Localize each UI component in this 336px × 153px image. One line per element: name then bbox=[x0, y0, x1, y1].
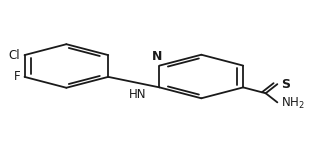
Text: Cl: Cl bbox=[8, 49, 19, 62]
Text: N: N bbox=[152, 50, 162, 63]
Text: NH$_2$: NH$_2$ bbox=[281, 96, 304, 111]
Text: F: F bbox=[14, 70, 20, 83]
Text: HN: HN bbox=[128, 88, 146, 101]
Text: S: S bbox=[281, 78, 290, 91]
